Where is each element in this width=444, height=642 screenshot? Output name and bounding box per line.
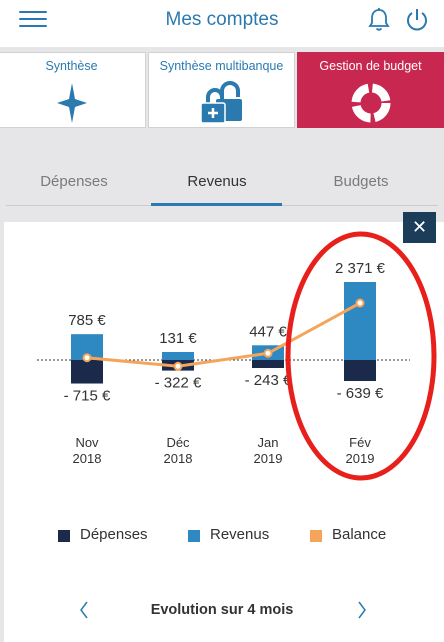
chevron-right-icon[interactable] xyxy=(354,598,370,622)
legend-swatch-balance xyxy=(310,530,322,542)
tile-gestion-budget[interactable]: Gestion de budget xyxy=(297,52,444,128)
chevron-left-icon[interactable] xyxy=(76,598,92,622)
page-title: Mes comptes xyxy=(165,9,279,30)
tile-label: Synthèse multibanque xyxy=(159,59,284,73)
close-button[interactable]: ✕ xyxy=(403,212,436,243)
tile-label: Synthèse xyxy=(45,59,98,73)
tab-budgets[interactable]: Budgets xyxy=(333,173,389,190)
star-icon xyxy=(56,83,87,123)
tile-label: Gestion de budget xyxy=(319,59,422,73)
lock-plus-icon xyxy=(199,81,242,124)
period-navigator: Evolution sur 4 mois xyxy=(0,598,444,622)
bell-icon[interactable] xyxy=(367,7,391,33)
legend-label-depenses: Dépenses xyxy=(80,526,148,543)
shortcut-tiles: Synthèse Synthèse multibanque Gestion de… xyxy=(0,52,444,129)
app-header: Mes comptes xyxy=(0,0,444,47)
chart-card xyxy=(4,222,444,642)
period-label: Evolution sur 4 mois xyxy=(150,602,294,618)
chart-legend: Dépenses Revenus Balance xyxy=(0,526,444,546)
active-tab-indicator xyxy=(151,203,282,206)
budget-wheel-icon xyxy=(351,83,390,123)
tab-depenses[interactable]: Dépenses xyxy=(40,173,108,190)
power-icon[interactable] xyxy=(404,7,430,33)
tab-revenus[interactable]: Revenus xyxy=(187,173,247,190)
tile-synthese-multibanque[interactable]: Synthèse multibanque xyxy=(148,52,295,128)
legend-swatch-revenus xyxy=(188,530,200,542)
tab-bar: Dépenses Revenus Budgets xyxy=(0,160,444,208)
legend-swatch-depenses xyxy=(58,530,70,542)
legend-label-revenus: Revenus xyxy=(210,526,270,543)
legend-label-balance: Balance xyxy=(332,526,387,543)
tile-synthese[interactable]: Synthèse xyxy=(0,52,146,128)
hamburger-menu-icon[interactable] xyxy=(19,11,47,27)
